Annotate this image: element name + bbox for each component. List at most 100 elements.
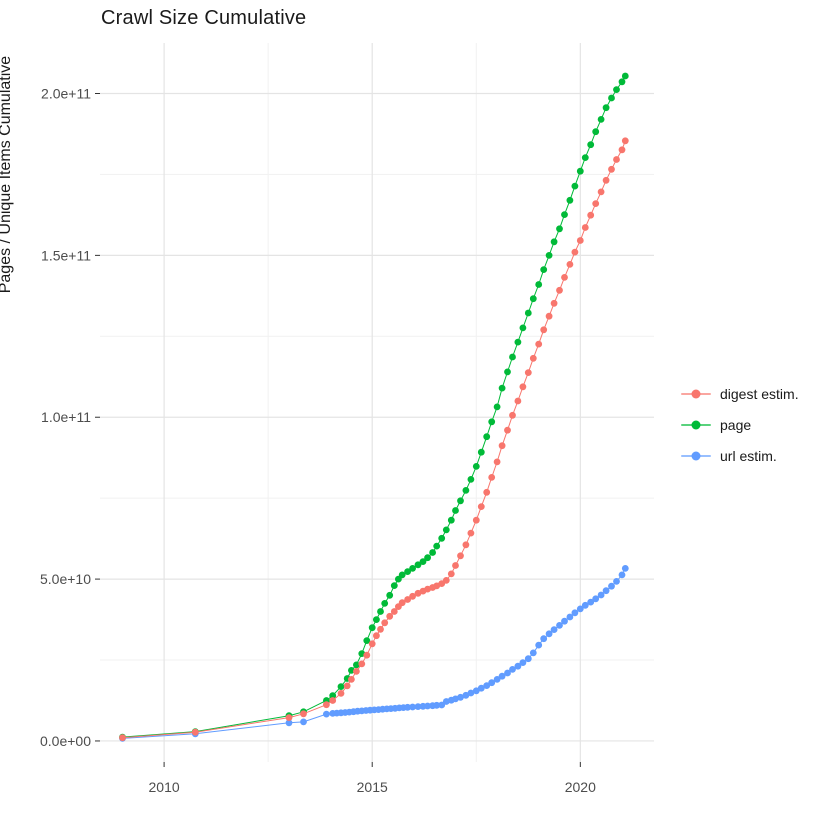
y-tick-label: 1.5e+11 <box>41 247 91 263</box>
data-point <box>363 637 371 644</box>
data-point <box>390 582 398 589</box>
x-tick-label: 2015 <box>357 779 388 795</box>
data-point <box>587 141 595 149</box>
series-line <box>122 75 626 738</box>
data-point <box>602 587 610 595</box>
data-point <box>377 608 384 615</box>
data-point <box>509 411 516 419</box>
data-point <box>592 200 600 208</box>
data-point <box>504 368 511 376</box>
data-point <box>377 625 384 633</box>
data-point <box>483 488 491 496</box>
data-point <box>608 165 615 173</box>
data-point <box>581 601 589 609</box>
data-point <box>323 701 330 709</box>
data-point <box>414 703 422 710</box>
data-point <box>419 558 427 565</box>
data-point <box>457 552 464 560</box>
data-point <box>621 137 629 145</box>
data-point <box>323 710 330 718</box>
data-point <box>477 448 485 456</box>
y-tick-label: 5.0e+10 <box>40 571 91 587</box>
data-point <box>329 692 337 699</box>
data-point <box>621 565 629 572</box>
data-point <box>368 640 376 648</box>
data-point <box>535 281 543 288</box>
data-point <box>566 196 574 204</box>
data-point <box>576 167 584 175</box>
data-point <box>493 403 501 411</box>
data-point <box>535 340 543 348</box>
data-point <box>618 146 626 154</box>
data-point <box>404 596 411 603</box>
data-point <box>409 565 416 572</box>
data-point <box>191 728 199 736</box>
data-point <box>540 326 548 334</box>
data-point <box>414 561 422 569</box>
data-point <box>556 225 563 233</box>
data-point <box>592 128 600 136</box>
data-point <box>540 635 548 643</box>
y-tick-label: 1.0e+11 <box>41 409 91 425</box>
data-point <box>373 616 380 623</box>
data-point <box>621 72 629 80</box>
data-point <box>498 384 506 392</box>
data-point <box>398 599 406 607</box>
data-point <box>519 659 527 666</box>
data-point <box>488 679 496 687</box>
data-point <box>404 568 411 575</box>
data-point <box>519 383 527 391</box>
data-point <box>545 252 553 259</box>
data-point <box>452 507 459 514</box>
data-point <box>529 354 537 362</box>
data-point <box>581 224 589 231</box>
data-point <box>576 605 584 613</box>
data-point <box>504 426 511 434</box>
y-tick-label: 0.0e+00 <box>40 733 91 749</box>
data-point <box>483 682 491 689</box>
data-point <box>329 697 337 704</box>
data-point <box>462 541 470 549</box>
legend-item-digest-estim: digest estim. <box>681 378 799 409</box>
data-point <box>442 526 450 534</box>
data-point <box>597 591 605 599</box>
series-digest-estim <box>119 137 629 742</box>
legend-label: digest estim. <box>720 385 799 402</box>
data-point <box>409 592 416 600</box>
data-point <box>462 487 470 494</box>
data-point <box>498 672 506 680</box>
legend-key-icon <box>681 387 711 401</box>
data-point <box>433 701 441 709</box>
data-point <box>368 624 376 632</box>
data-point <box>488 418 496 426</box>
data-point <box>550 299 558 307</box>
data-point <box>493 676 501 683</box>
data-point <box>390 608 398 615</box>
legend-key-icon <box>681 449 711 463</box>
data-point <box>608 94 615 102</box>
data-point <box>300 710 307 718</box>
x-tick-label: 2010 <box>149 779 180 795</box>
legend-item-url-estim: url estim. <box>681 440 799 471</box>
data-point <box>602 176 610 184</box>
data-point <box>597 188 605 196</box>
data-point <box>592 595 600 603</box>
data-point <box>457 497 464 505</box>
data-point <box>472 687 480 695</box>
data-point <box>613 578 620 585</box>
series-url-estim <box>119 565 629 742</box>
legend: digest estim. page url estim. <box>681 378 799 471</box>
x-tick-label: 2020 <box>565 779 596 795</box>
data-point <box>561 274 568 281</box>
data-point <box>373 632 380 640</box>
data-point <box>363 651 371 659</box>
data-point <box>433 542 441 550</box>
data-point <box>561 211 568 219</box>
data-point <box>540 266 548 273</box>
data-point <box>566 261 574 268</box>
data-point <box>514 662 522 670</box>
data-point <box>353 668 360 675</box>
data-point <box>571 182 579 190</box>
data-point <box>353 661 360 669</box>
data-point <box>472 516 480 524</box>
